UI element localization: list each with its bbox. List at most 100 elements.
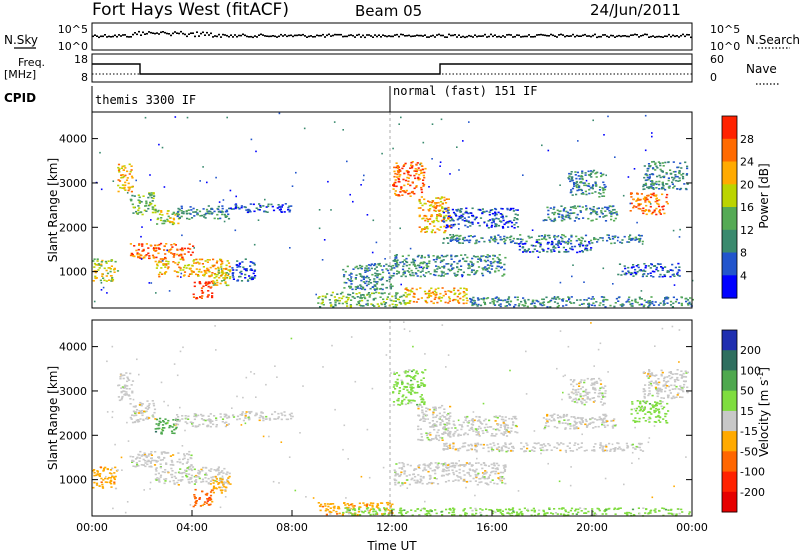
echo-pixel (424, 168, 426, 170)
echo-pixel (403, 185, 405, 187)
echo-pixel (338, 303, 340, 305)
echo-pixel (221, 268, 223, 270)
echo-pixel (164, 245, 166, 247)
noise-sample (194, 36, 196, 38)
echo-pixel (103, 469, 105, 471)
echo-pixel (187, 416, 189, 418)
echo-pixel (202, 263, 204, 265)
echo-pixel (123, 169, 125, 171)
echo-pixel (105, 261, 107, 263)
echo-pixel (565, 251, 567, 253)
echo-pixel (396, 304, 398, 306)
echo-pixel (450, 255, 452, 257)
echo-pixel (680, 167, 682, 169)
echo-pixel (368, 281, 370, 283)
echo-pixel (646, 187, 648, 189)
noise-sample (350, 34, 352, 36)
echo-pixel (227, 477, 229, 479)
echo-pixel (462, 258, 464, 260)
echo-pixel (394, 255, 396, 257)
echo-pixel (646, 214, 648, 216)
echo-pixel (164, 483, 166, 485)
echo-pixel (486, 483, 488, 485)
echo-pixel (466, 450, 468, 452)
echo-pixel (181, 216, 183, 218)
echo-pixel (483, 472, 485, 474)
echo-pixel (281, 419, 283, 421)
echo-pixel (400, 284, 402, 286)
noise-sample (368, 34, 370, 36)
echo-pixel (409, 300, 411, 302)
echo-pixel (445, 429, 447, 431)
echo-pixel (252, 278, 254, 280)
echo-pixel (129, 388, 131, 390)
echo-pixel (416, 480, 418, 482)
echo-pixel (452, 209, 454, 211)
echo-pixel (124, 175, 126, 177)
echo-pixel (393, 176, 395, 178)
echo-pixel (190, 268, 192, 270)
echo-pixel (451, 462, 453, 464)
echo-pixel (531, 303, 533, 305)
echo-pixel (191, 217, 193, 219)
echo-pixel (452, 234, 454, 236)
echo-pixel (534, 306, 536, 308)
echo-pixel (445, 215, 447, 217)
echo-pixel (135, 466, 137, 468)
echo-pixel (588, 193, 590, 195)
echo-pixel (141, 405, 143, 407)
echo-pixel (111, 275, 113, 277)
echo-pixel (654, 169, 656, 171)
beam-label: Beam 05 (355, 2, 422, 20)
echo-pixel (370, 282, 372, 284)
echo-pixel (500, 427, 502, 429)
echo-pixel (224, 221, 226, 223)
echo-pixel (107, 478, 109, 480)
echo-pixel (645, 209, 647, 211)
echo-pixel (145, 210, 147, 212)
echo-pixel (215, 487, 217, 489)
echo-pixel (174, 262, 176, 264)
echo-pixel (355, 289, 357, 291)
noise-sample (156, 32, 158, 34)
echo-pixel (479, 209, 481, 211)
echo-pixel (499, 254, 501, 256)
echo-pixel (606, 240, 608, 242)
noise-sample (284, 34, 286, 36)
echo-pixel (413, 293, 415, 295)
echo-pixel (440, 201, 442, 203)
echo-pixel (394, 388, 396, 390)
echo-pixel (198, 476, 200, 478)
echo-pixel (229, 266, 231, 268)
echo-pixel (545, 239, 547, 241)
echo-pixel (200, 481, 202, 483)
echo-pixel (460, 429, 462, 431)
echo-pixel (563, 247, 565, 249)
echo-pixel (158, 425, 160, 427)
echo-pixel (484, 304, 486, 306)
echo-pixel (167, 266, 169, 268)
echo-pixel (454, 425, 456, 427)
echo-pixel (118, 170, 120, 172)
echo-pixel (515, 214, 517, 216)
echo-pixel (377, 303, 379, 305)
echo-pixel (364, 289, 366, 291)
echo-pixel (164, 480, 166, 482)
echo-pixel (200, 414, 202, 416)
echo-pixel (393, 306, 395, 308)
echo-pixel (421, 196, 423, 198)
echo-pixel (410, 376, 412, 378)
echo-pixel (445, 202, 447, 204)
echo-pixel (376, 242, 378, 244)
echo-pixel (432, 414, 434, 416)
echo-pixel (411, 288, 413, 290)
echo-pixel (223, 486, 225, 488)
echo-pixel (412, 390, 414, 392)
noise-sample (118, 34, 120, 36)
noise-sample (630, 34, 632, 36)
echo-pixel (412, 384, 414, 386)
noise-sample (684, 36, 686, 38)
echo-pixel (454, 293, 456, 295)
